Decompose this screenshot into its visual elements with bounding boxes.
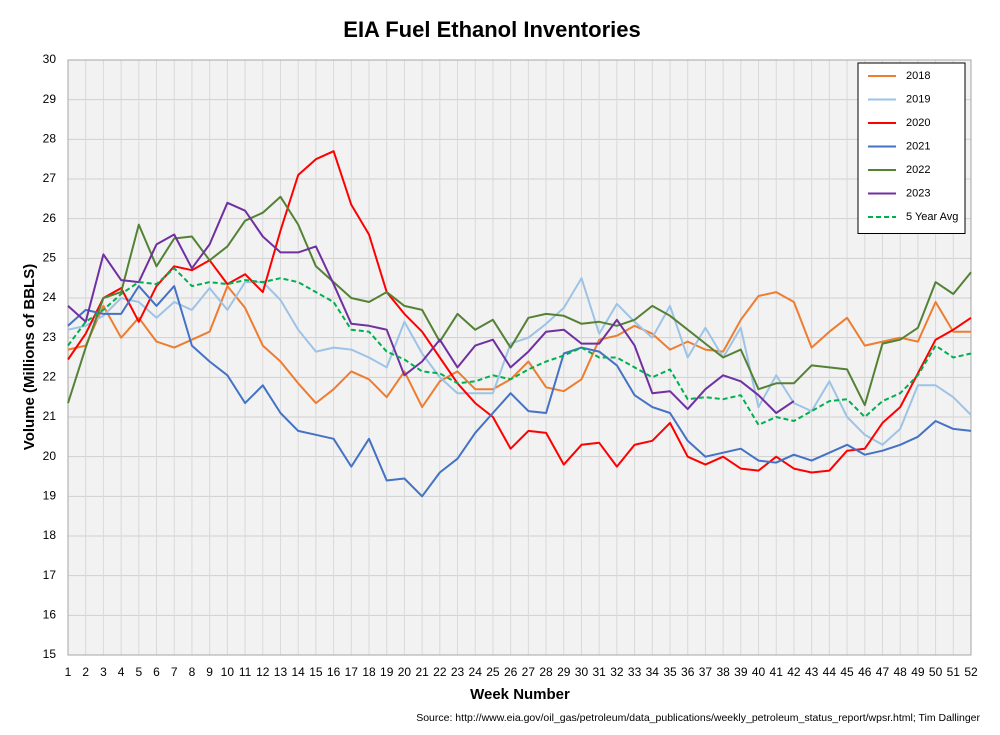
x-tick-label: 38 — [716, 665, 730, 679]
series-line — [67, 267, 972, 426]
y-tick-label: 29 — [43, 92, 57, 106]
source-note: Source: http://www.eia.gov/oil_gas/petro… — [416, 712, 980, 724]
series-line — [67, 201, 795, 414]
x-tick-label: 42 — [787, 665, 801, 679]
x-tick-label: 3 — [100, 665, 107, 679]
x-tick-label: 4 — [118, 665, 125, 679]
y-tick-label: 16 — [43, 608, 57, 622]
x-tick-label: 37 — [699, 665, 713, 679]
x-tick-label: 18 — [362, 665, 376, 679]
x-tick-label: 41 — [770, 665, 784, 679]
x-tick-label: 48 — [893, 665, 907, 679]
x-tick-label: 43 — [805, 665, 819, 679]
x-tick-label: 8 — [189, 665, 196, 679]
x-tick-label: 50 — [929, 665, 943, 679]
y-tick-label: 28 — [43, 132, 57, 146]
x-tick-label: 25 — [486, 665, 500, 679]
x-tick-label: 27 — [522, 665, 536, 679]
x-tick-label: 40 — [752, 665, 766, 679]
x-tick-label: 33 — [628, 665, 642, 679]
x-axis-label: Week Number — [470, 686, 570, 703]
series-line — [67, 285, 972, 498]
x-tick-label: 51 — [947, 665, 961, 679]
y-tick-label: 17 — [43, 568, 57, 582]
y-tick-label: 21 — [43, 409, 57, 423]
x-tick-label: 13 — [274, 665, 288, 679]
y-axis-label: Volume (Millions of BBLS) — [21, 264, 38, 450]
x-tick-label: 32 — [610, 665, 624, 679]
x-tick-label: 39 — [734, 665, 748, 679]
x-tick-label: 22 — [433, 665, 447, 679]
x-tick-label: 35 — [663, 665, 677, 679]
x-tick-label: 10 — [221, 665, 235, 679]
x-tick-label: 26 — [504, 665, 518, 679]
y-tick-label: 20 — [43, 449, 57, 463]
x-tick-label: 1 — [65, 665, 72, 679]
y-tick-label: 22 — [43, 370, 57, 384]
x-tick-label: 7 — [171, 665, 178, 679]
x-tick-label: 17 — [345, 665, 359, 679]
legend-label: 2020 — [906, 117, 930, 129]
x-tick-label: 49 — [911, 665, 925, 679]
chart-title: EIA Fuel Ethanol Inventories — [343, 17, 640, 42]
y-tick-label: 23 — [43, 330, 57, 344]
x-tick-label: 11 — [239, 665, 252, 679]
x-tick-label: 24 — [469, 665, 483, 679]
x-tick-label: 6 — [153, 665, 160, 679]
series-line — [67, 150, 972, 474]
legend-label: 2018 — [906, 70, 930, 82]
y-tick-label: 18 — [43, 528, 57, 542]
series-line — [67, 195, 972, 407]
x-tick-label: 21 — [415, 665, 429, 679]
x-tick-label: 16 — [327, 665, 341, 679]
x-tick-label: 45 — [840, 665, 854, 679]
legend-label: 2019 — [906, 93, 930, 105]
x-tick-label: 23 — [451, 665, 465, 679]
y-tick-label: 19 — [43, 489, 57, 503]
x-tick-label: 34 — [646, 665, 660, 679]
x-tick-label: 2 — [82, 665, 89, 679]
x-tick-label: 29 — [557, 665, 571, 679]
x-tick-label: 36 — [681, 665, 695, 679]
x-tick-label: 47 — [876, 665, 890, 679]
legend-box — [857, 62, 966, 234]
y-tick-label: 30 — [43, 52, 57, 66]
x-tick-label: 14 — [291, 665, 305, 679]
x-tick-label: 5 — [135, 665, 142, 679]
x-tick-label: 12 — [256, 665, 270, 679]
y-tick-label: 15 — [43, 647, 57, 661]
x-tick-label: 30 — [575, 665, 589, 679]
series-line — [67, 277, 972, 446]
y-tick-label: 27 — [43, 171, 57, 185]
y-tick-label: 26 — [43, 211, 57, 225]
x-tick-label: 31 — [592, 665, 606, 679]
x-tick-label: 46 — [858, 665, 872, 679]
series-line — [67, 285, 971, 409]
legend-label: 2023 — [906, 187, 930, 199]
x-tick-label: 15 — [309, 665, 323, 679]
legend-label: 2022 — [906, 164, 930, 176]
x-tick-label: 28 — [539, 665, 553, 679]
y-tick-label: 25 — [43, 251, 57, 265]
plot-area — [68, 60, 971, 655]
x-tick-label: 52 — [964, 665, 978, 679]
x-tick-label: 20 — [398, 665, 412, 679]
legend-label: 5 Year Avg — [906, 211, 958, 223]
x-tick-label: 19 — [380, 665, 394, 679]
y-tick-label: 24 — [43, 290, 57, 304]
legend-label: 2021 — [906, 140, 930, 152]
plot-border — [67, 59, 972, 656]
x-tick-label: 9 — [206, 665, 213, 679]
x-tick-label: 44 — [823, 665, 837, 679]
